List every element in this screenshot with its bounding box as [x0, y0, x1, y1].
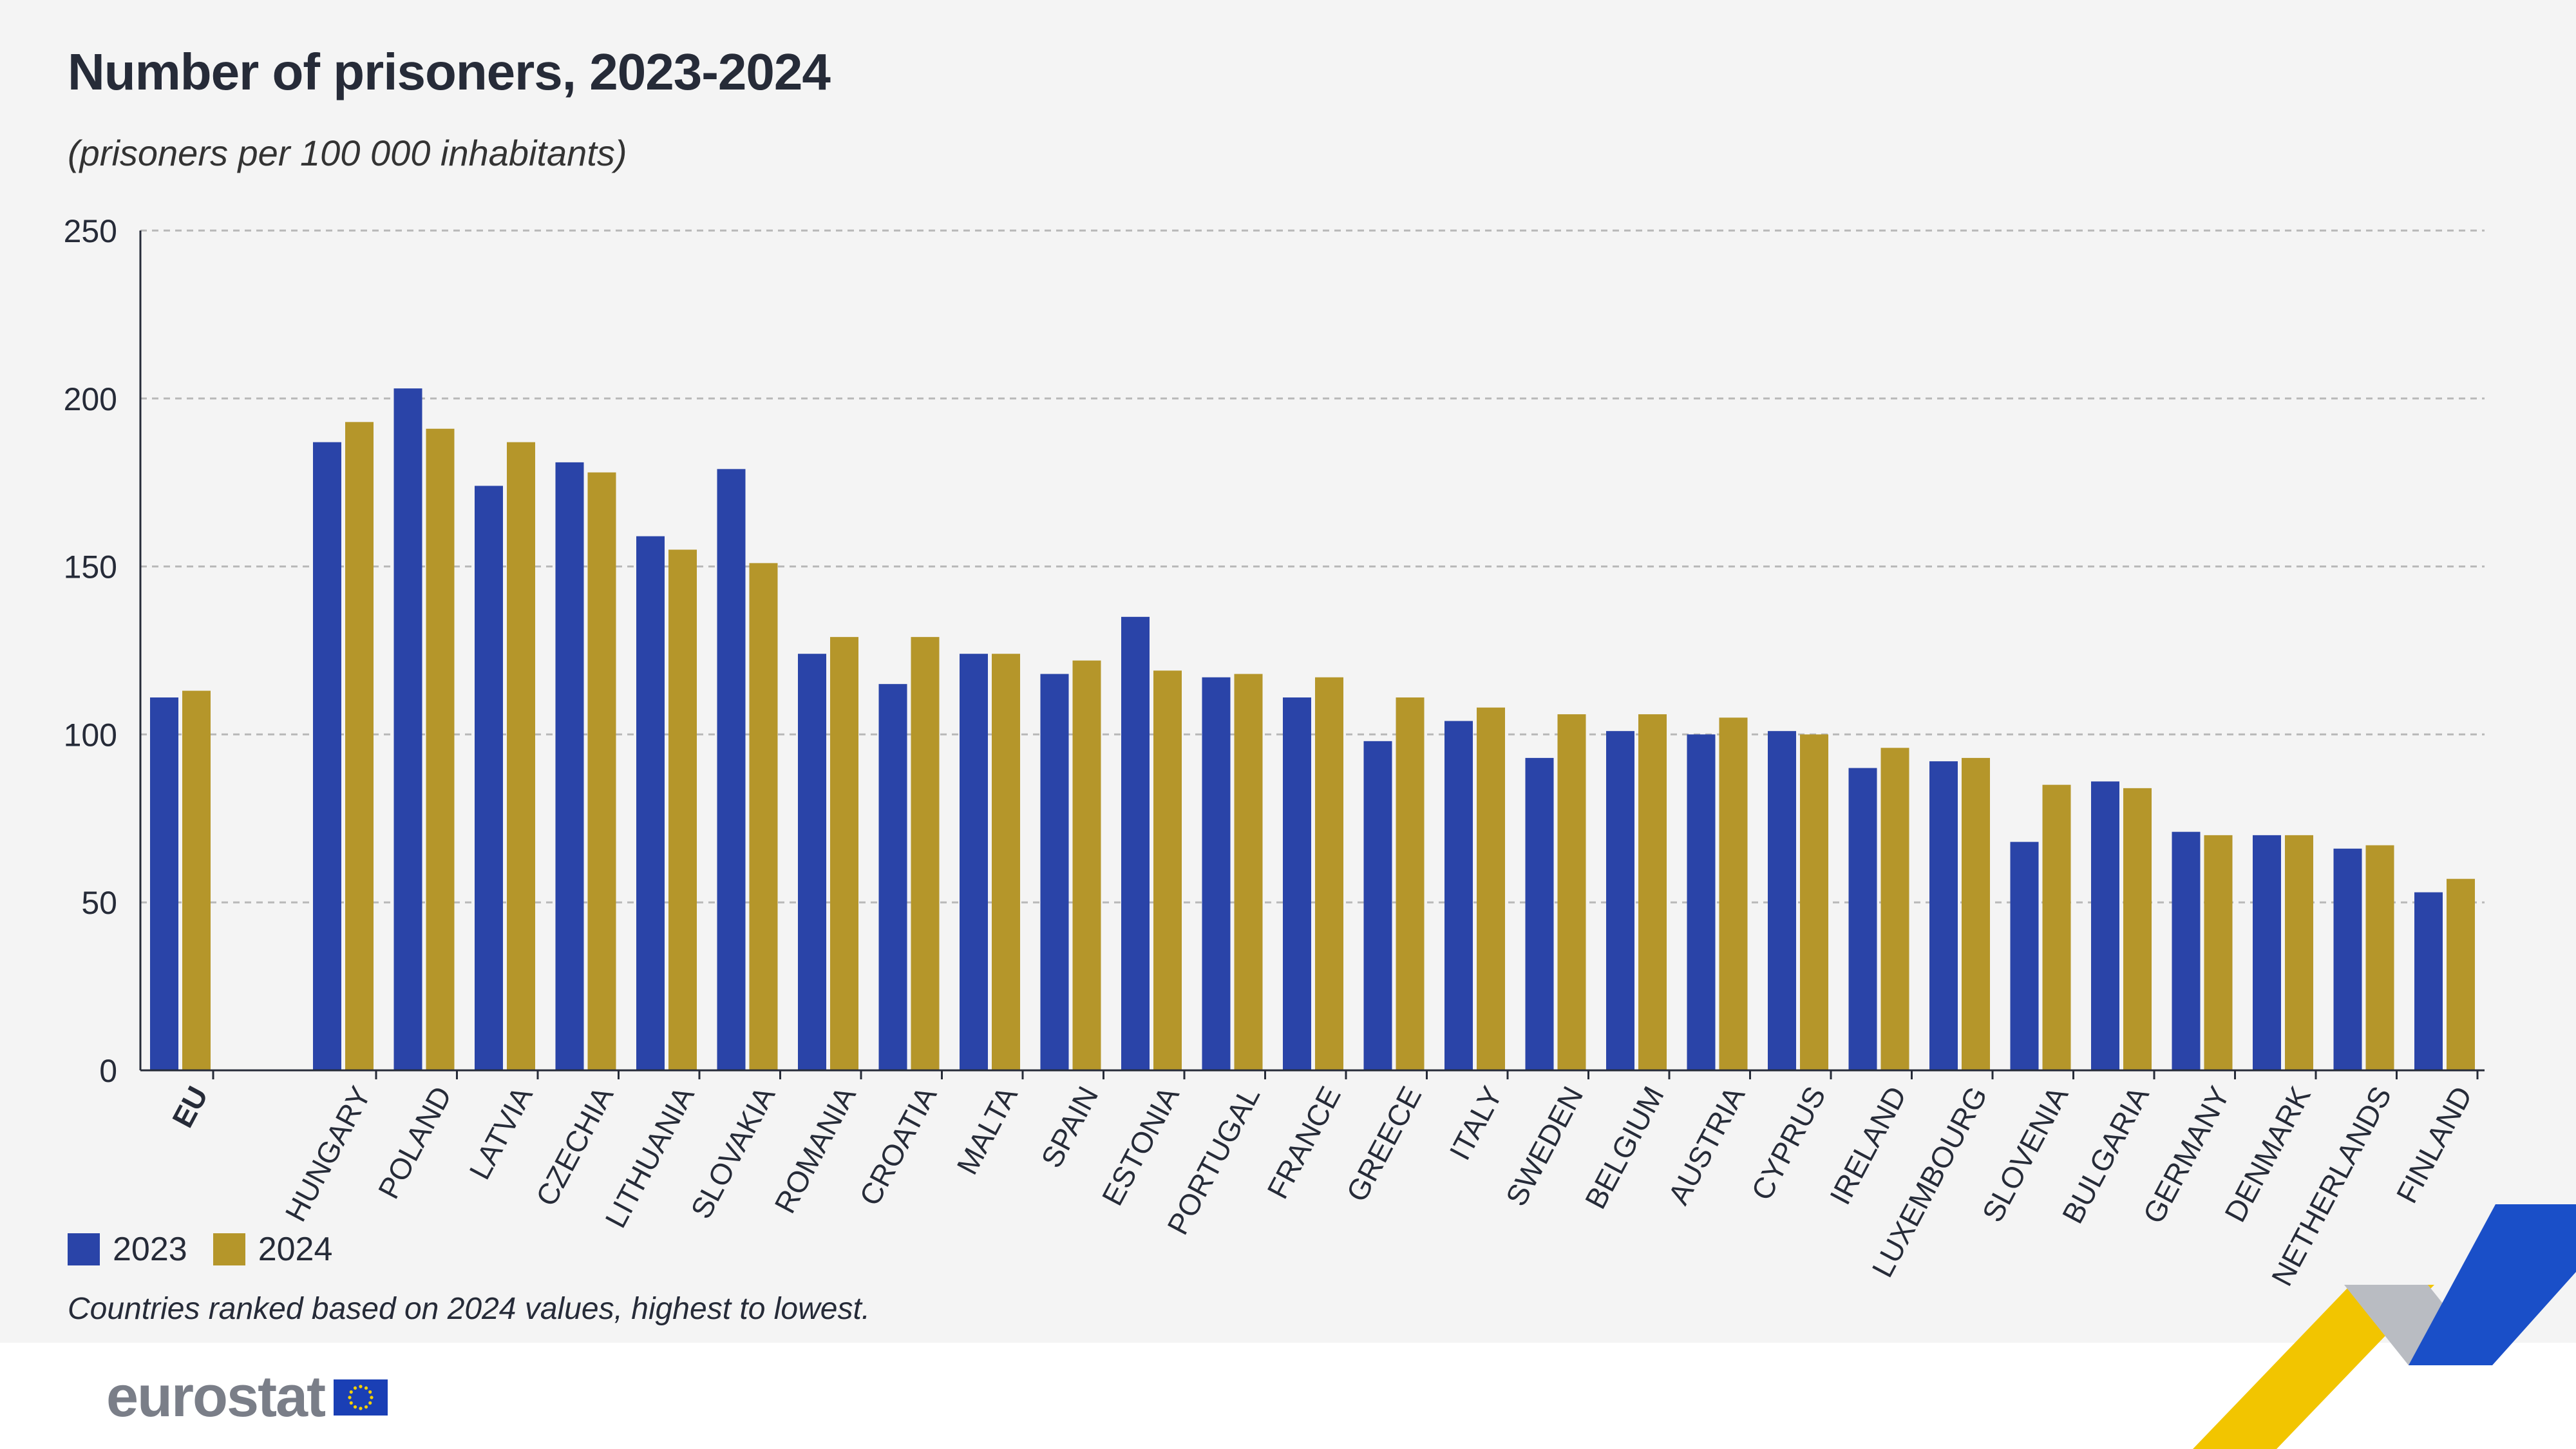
- decorative-chevrons: [0, 0, 2576, 1449]
